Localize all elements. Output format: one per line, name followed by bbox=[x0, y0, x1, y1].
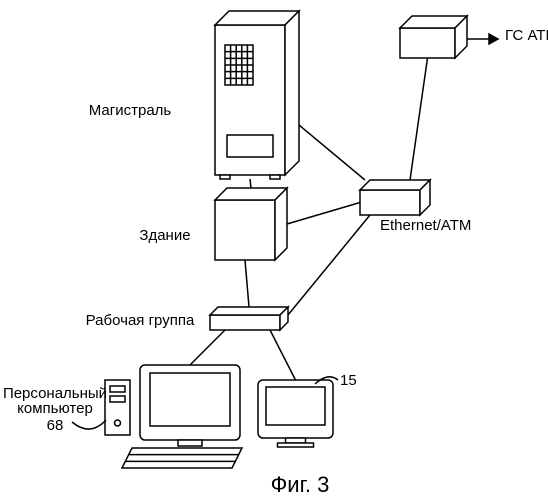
atm-box bbox=[400, 16, 467, 58]
label-ethernet: Ethernet/ATM bbox=[380, 217, 471, 234]
label-pc_num: 68 bbox=[47, 417, 64, 434]
second-monitor bbox=[258, 380, 333, 447]
pc-monitor bbox=[122, 365, 242, 468]
ethernet-switch bbox=[360, 180, 430, 215]
workgroup-hub bbox=[210, 307, 288, 330]
label-pc2: компьютер bbox=[17, 400, 93, 417]
label-workgroup: Рабочая группа bbox=[86, 312, 195, 329]
label-backbone: Магистраль bbox=[89, 102, 172, 119]
label-building: Здание bbox=[139, 227, 190, 244]
label-fifteen: 15 bbox=[340, 372, 357, 389]
label-gcatm: ГС АТМ bbox=[505, 27, 548, 44]
server-rack bbox=[215, 11, 299, 179]
label-fig: Фиг. 3 bbox=[271, 472, 330, 497]
building-box bbox=[215, 188, 287, 260]
pc-tower bbox=[105, 380, 130, 435]
